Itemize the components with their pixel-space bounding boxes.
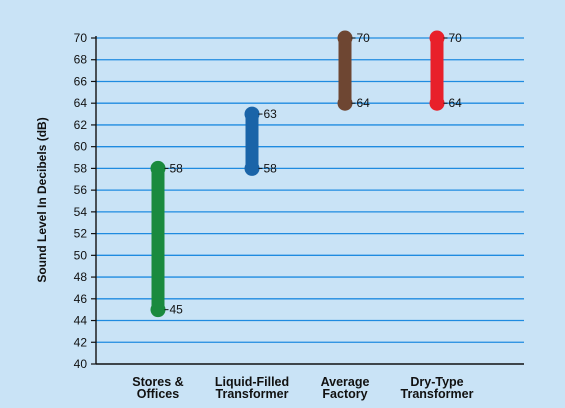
y-tick-label-56: 56 (74, 183, 88, 197)
category-label-2: Average Factory (321, 375, 370, 401)
y-tick-label-70: 70 (74, 31, 88, 45)
data-label-low-1: 58 (264, 161, 278, 175)
y-tick-label-62: 62 (74, 118, 88, 132)
y-tick-label-64: 64 (74, 96, 88, 110)
category-label-0-line-0: Stores & (132, 375, 183, 389)
category-label-0-line-1: Offices (137, 387, 179, 401)
range-cap-high-1 (244, 106, 260, 122)
data-label-high-3: 70 (449, 31, 463, 45)
category-label-3-line-1: Transformer (401, 387, 474, 401)
range-cap-low-2 (337, 95, 353, 111)
range-bar-1 (245, 114, 259, 169)
y-tick-label-66: 66 (74, 74, 88, 88)
category-label-3: Dry-Type Transformer (401, 375, 474, 401)
y-tick-label-42: 42 (74, 335, 88, 349)
y-tick-label-46: 46 (74, 292, 88, 306)
range-cap-low-1 (244, 160, 260, 176)
category-label-3-line-0: Dry-Type (410, 375, 463, 389)
range-cap-high-0 (150, 160, 166, 176)
y-tick-label-52: 52 (74, 227, 88, 241)
category-label-0: Stores & Offices (132, 375, 183, 401)
y-tick-labels: 40 42 44 46 48 50 52 54 56 58 60 62 64 66 68 70 (74, 31, 88, 371)
range-cap-high-3 (429, 30, 445, 46)
category-label-2-line-0: Average (321, 375, 370, 389)
range-bars (150, 30, 445, 318)
axes (91, 36, 524, 365)
data-label-high-1: 63 (264, 107, 278, 121)
data-label-high-2: 70 (357, 31, 371, 45)
data-label-low-0: 45 (170, 303, 184, 317)
y-tick-label-68: 68 (74, 53, 88, 67)
y-tick-label-60: 60 (74, 140, 88, 154)
category-label-1-line-1: Transformer (216, 387, 289, 401)
range-cap-low-3 (429, 95, 445, 111)
range-cap-low-0 (150, 302, 166, 318)
data-labels: 58 45 63 58 70 64 70 64 (164, 31, 463, 317)
y-tick-label-50: 50 (74, 248, 88, 262)
range-bar-2 (338, 38, 352, 104)
y-tick-label-44: 44 (74, 314, 88, 328)
y-tick-label-58: 58 (74, 161, 88, 175)
data-label-high-0: 58 (170, 161, 184, 175)
range-cap-high-2 (337, 30, 353, 46)
category-label-1-line-0: Liquid-Filled (215, 375, 289, 389)
y-tick-label-48: 48 (74, 270, 88, 284)
range-bar-3 (430, 38, 444, 104)
y-tick-label-40: 40 (74, 357, 88, 371)
gridlines (96, 37, 524, 343)
data-label-low-3: 64 (449, 96, 463, 110)
data-label-low-2: 64 (357, 96, 371, 110)
y-axis-title: Sound Level In Decibels (dB) (35, 117, 49, 282)
category-label-2-line-1: Factory (322, 387, 367, 401)
y-tick-label-54: 54 (74, 205, 88, 219)
category-label-1: Liquid-Filled Transformer (215, 375, 289, 401)
range-bar-0 (151, 168, 165, 310)
